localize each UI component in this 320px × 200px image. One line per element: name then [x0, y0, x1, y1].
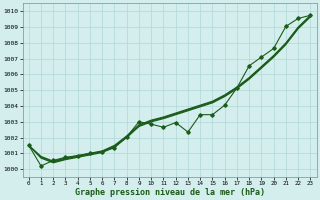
X-axis label: Graphe pression niveau de la mer (hPa): Graphe pression niveau de la mer (hPa) — [75, 188, 265, 197]
